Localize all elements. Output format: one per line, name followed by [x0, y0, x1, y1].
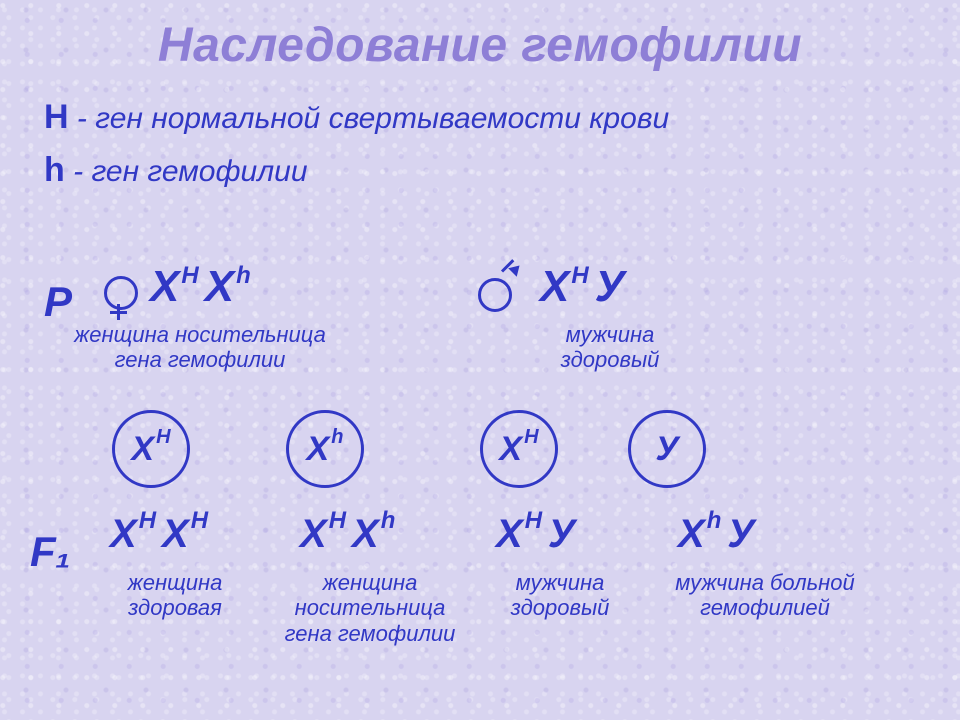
chrom: X [540, 262, 569, 312]
gamete-4: У [628, 410, 706, 488]
parent-male-desc: мужчина здоровый [510, 322, 710, 373]
desc-line: мужчина [516, 570, 605, 595]
desc-line: мужчина [566, 322, 655, 347]
female-icon [100, 276, 138, 314]
page-title: Наследование гемофилии [0, 0, 960, 73]
gamete-3: X H [480, 410, 558, 488]
allele-sup: H [139, 507, 156, 535]
chrom: У [595, 262, 625, 312]
desc-line: женщина [323, 570, 418, 595]
allele-sup: H [156, 426, 170, 449]
chrom: X [307, 430, 330, 469]
chrom: X [205, 262, 234, 312]
chrom: X [162, 512, 189, 557]
desc-line: здоровый [511, 595, 610, 620]
allele-sup: h [236, 262, 251, 290]
male-icon [478, 268, 516, 306]
desc-line: гена гемофилии [115, 347, 286, 372]
legend-H-desc: - ген нормальной свертываемости крови [77, 102, 669, 135]
f1-desc-1: женщина здоровая [80, 570, 270, 621]
allele-sup: H [181, 262, 198, 290]
chrom: X [352, 512, 379, 557]
legend-h-desc: - ген гемофилии [73, 155, 307, 188]
chrom: X [499, 430, 522, 469]
chrom: X [496, 512, 523, 557]
allele-sup: H [571, 262, 588, 290]
f1-desc-3: мужчина здоровый [470, 570, 650, 621]
chrom: X [150, 262, 179, 312]
desc-line: мужчина больной [675, 570, 855, 595]
allele-sup: h [707, 507, 722, 535]
f1-genotype-4: X h У [678, 512, 754, 557]
f1-desc-4: мужчина больной гемофилией [650, 570, 880, 621]
chrom: У [548, 512, 575, 557]
allele-sup: H [525, 507, 542, 535]
chrom: X [678, 512, 705, 557]
desc-line: здоровая [128, 595, 222, 620]
legend-H-symbol: H [44, 98, 69, 136]
allele-sup: H [329, 507, 346, 535]
chrom: X [300, 512, 327, 557]
parent-female-genotype: X H X h [150, 262, 257, 312]
desc-line: здоровый [561, 347, 660, 372]
allele-sup: h [381, 507, 396, 535]
parent-row-label: P [44, 278, 72, 326]
desc-line: женщина [128, 570, 223, 595]
legend-line-h: h - ген гемофилии [44, 144, 960, 197]
f1-genotype-2: X H X h [300, 512, 401, 557]
desc-line: женщина носительница [74, 322, 326, 347]
allele-sup: H [191, 507, 208, 535]
gamete-1: X H [112, 410, 190, 488]
f1-desc-2: женщина носительница гена гемофилии [270, 570, 470, 646]
parent-male-genotype: X H У [540, 262, 625, 312]
chrom: X [110, 512, 137, 557]
allele-sup: h [331, 426, 343, 449]
gamete-2: X h [286, 410, 364, 488]
f1-row-label: F₁ [30, 528, 70, 576]
parent-female-desc: женщина носительница гена гемофилии [60, 322, 340, 373]
f1-genotype-3: X H У [496, 512, 575, 557]
chrom: X [131, 430, 154, 469]
desc-line: гемофилией [700, 595, 830, 620]
legend-h-symbol: h [44, 151, 65, 189]
chrom: У [655, 430, 678, 469]
gene-legend: H - ген нормальной свертываемости крови … [44, 91, 960, 196]
f1-genotype-1: X H X H [110, 512, 214, 557]
desc-line: гена гемофилии [285, 621, 456, 646]
legend-line-H: H - ген нормальной свертываемости крови [44, 91, 960, 144]
desc-line: носительница [295, 595, 446, 620]
allele-sup: H [524, 426, 538, 449]
chrom: У [727, 512, 754, 557]
